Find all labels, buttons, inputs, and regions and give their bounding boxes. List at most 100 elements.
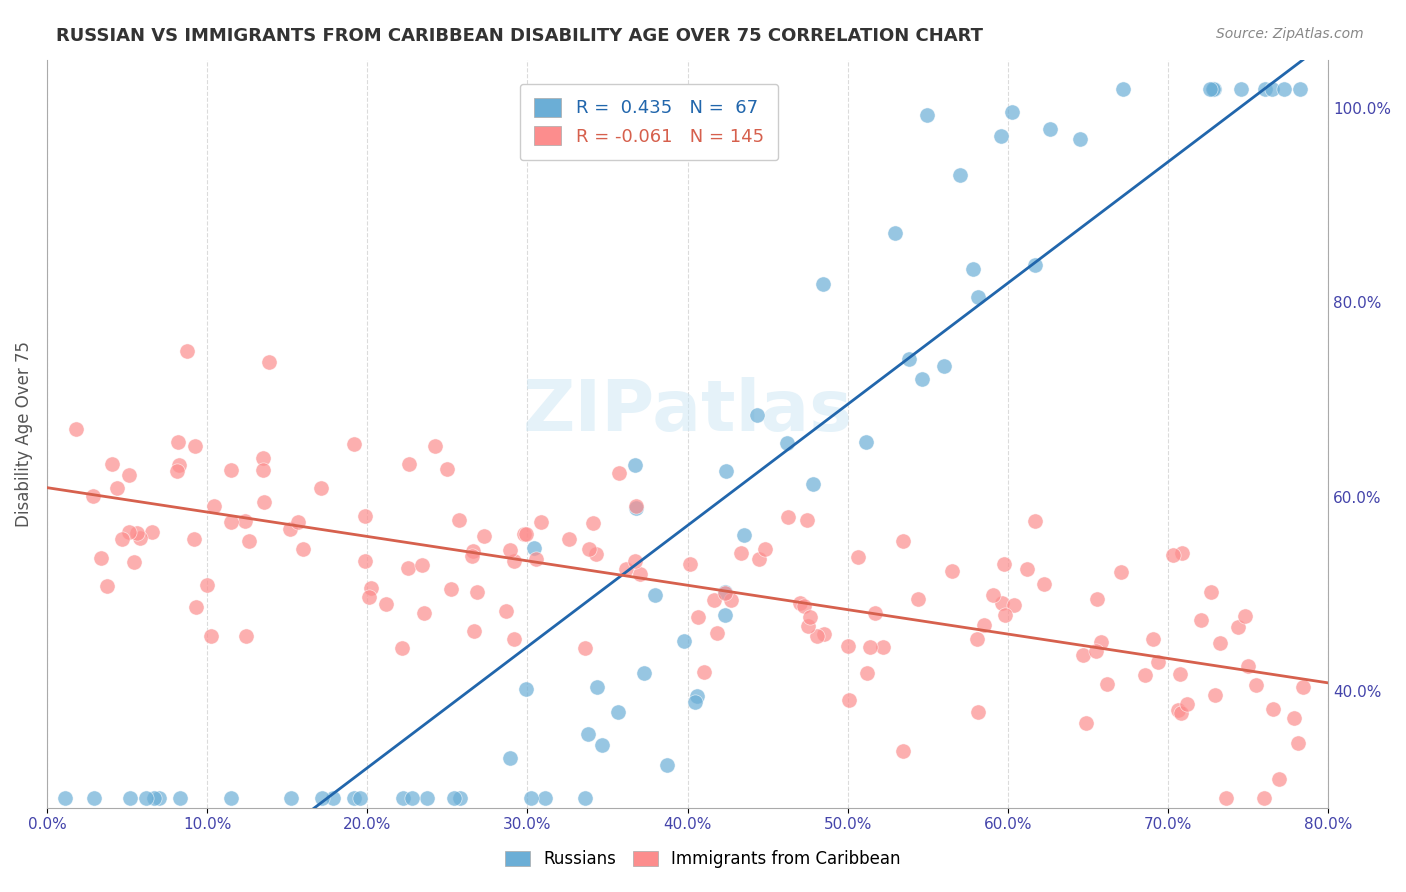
Point <box>811 277 834 291</box>
Point <box>973 618 995 632</box>
Point <box>733 527 755 541</box>
Point <box>461 549 484 563</box>
Point <box>219 463 242 477</box>
Point <box>713 584 735 599</box>
Point <box>1085 644 1108 658</box>
Point <box>655 757 678 772</box>
Point <box>1289 81 1312 95</box>
Point <box>1073 648 1095 662</box>
Point <box>257 355 280 369</box>
Point <box>502 554 524 568</box>
Point <box>235 629 257 643</box>
Point <box>233 514 256 528</box>
Point <box>530 515 553 529</box>
Point <box>252 463 274 477</box>
Point <box>143 791 166 805</box>
Point <box>801 477 824 491</box>
Point <box>342 437 364 451</box>
Point <box>1202 81 1225 95</box>
Point <box>499 542 522 557</box>
Point <box>778 509 800 524</box>
Point <box>991 596 1014 610</box>
Point <box>443 791 465 805</box>
Point <box>440 582 463 596</box>
Point <box>425 438 447 452</box>
Point <box>856 665 879 680</box>
Point <box>789 596 811 610</box>
Point <box>166 434 188 449</box>
Point <box>1198 81 1220 95</box>
Point <box>586 680 609 694</box>
Point <box>322 791 344 805</box>
Point <box>515 527 537 541</box>
Point <box>624 458 647 472</box>
Point <box>292 541 315 556</box>
Point <box>1168 667 1191 681</box>
Point <box>591 738 613 752</box>
Point <box>534 791 557 805</box>
Point <box>748 551 770 566</box>
Point <box>413 607 436 621</box>
Point <box>1189 613 1212 627</box>
Point <box>1090 634 1112 648</box>
Point <box>915 108 938 122</box>
Point <box>883 226 905 240</box>
Point <box>846 550 869 565</box>
Point <box>623 554 645 568</box>
Point <box>176 344 198 359</box>
Point <box>238 534 260 549</box>
Point <box>1024 515 1046 529</box>
Point <box>1170 546 1192 560</box>
Point <box>990 128 1012 143</box>
Point <box>838 693 860 707</box>
Point <box>354 509 377 524</box>
Point <box>806 629 828 643</box>
Legend: R =  0.435   N =  67, R = -0.061   N = 145: R = 0.435 N = 67, R = -0.061 N = 145 <box>520 84 779 161</box>
Point <box>1282 711 1305 725</box>
Point <box>360 581 382 595</box>
Point <box>124 555 146 569</box>
Point <box>221 791 243 805</box>
Point <box>1261 81 1284 95</box>
Point <box>495 605 517 619</box>
Text: Source: ZipAtlas.com: Source: ZipAtlas.com <box>1216 27 1364 41</box>
Point <box>436 462 458 476</box>
Point <box>962 262 984 277</box>
Point <box>111 532 134 546</box>
Point <box>1095 677 1118 691</box>
Point <box>183 533 205 547</box>
Legend: Russians, Immigrants from Caribbean: Russians, Immigrants from Caribbean <box>499 844 907 875</box>
Point <box>776 436 799 450</box>
Y-axis label: Disability Age Over 75: Disability Age Over 75 <box>15 341 32 526</box>
Point <box>1133 667 1156 681</box>
Point <box>311 791 333 805</box>
Point <box>135 791 157 805</box>
Point <box>796 513 818 527</box>
Point <box>202 499 225 513</box>
Point <box>1268 772 1291 786</box>
Point <box>1170 706 1192 720</box>
Point <box>1230 81 1253 95</box>
Point <box>82 489 104 503</box>
Point <box>679 558 702 572</box>
Point <box>1163 548 1185 562</box>
Point <box>1199 585 1222 599</box>
Point <box>606 705 628 719</box>
Point <box>1253 791 1275 805</box>
Point <box>280 791 302 805</box>
Point <box>1069 132 1091 146</box>
Point <box>994 607 1017 622</box>
Point <box>278 522 301 536</box>
Point <box>520 791 543 805</box>
Point <box>796 618 818 632</box>
Point <box>1215 791 1237 805</box>
Point <box>53 791 76 805</box>
Point <box>941 564 963 578</box>
Point <box>1254 81 1277 95</box>
Point <box>898 352 921 367</box>
Point <box>523 541 546 555</box>
Point <box>416 791 439 805</box>
Point <box>967 290 990 304</box>
Point <box>1236 659 1258 673</box>
Point <box>624 500 647 515</box>
